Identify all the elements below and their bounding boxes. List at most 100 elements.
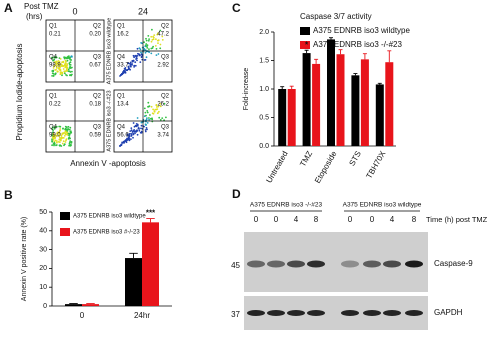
event-dot bbox=[128, 133, 131, 135]
event-dot bbox=[56, 62, 59, 64]
lane-label: 8 bbox=[412, 215, 417, 224]
event-dot bbox=[134, 132, 136, 135]
event-dot bbox=[63, 57, 66, 60]
quadrant-name: Q2 bbox=[161, 94, 170, 100]
event-dot bbox=[137, 52, 139, 55]
event-dot bbox=[154, 108, 157, 111]
event-dot bbox=[151, 47, 154, 49]
event-dot bbox=[158, 116, 161, 119]
event-dot bbox=[52, 74, 55, 77]
event-dot bbox=[132, 122, 135, 124]
event-dot bbox=[145, 127, 148, 129]
event-dot bbox=[62, 137, 65, 139]
event-dot bbox=[67, 138, 70, 140]
event-dot bbox=[152, 45, 155, 48]
legend-label: A375 EDNRB iso3 wildtype bbox=[313, 26, 410, 35]
event-dot bbox=[57, 141, 60, 143]
event-dot bbox=[146, 45, 148, 48]
event-dot bbox=[64, 62, 67, 65]
quadrant-value: 26.2 bbox=[157, 102, 169, 108]
event-dot bbox=[61, 142, 64, 145]
event-dot bbox=[69, 61, 72, 64]
event-dot bbox=[132, 54, 135, 57]
event-dot bbox=[146, 128, 148, 131]
protein-label: GAPDH bbox=[434, 308, 463, 317]
event-dot bbox=[143, 48, 146, 51]
event-dot bbox=[68, 132, 70, 135]
group-label: A375 EDNRB iso3 wildtype bbox=[343, 202, 422, 209]
event-dot bbox=[146, 122, 149, 124]
y-tick-label: 0.0 bbox=[259, 143, 269, 150]
event-dot bbox=[68, 142, 71, 145]
event-dot bbox=[132, 136, 134, 139]
event-dot bbox=[52, 130, 54, 132]
event-dot bbox=[51, 128, 54, 131]
quadrant-name: Q4 bbox=[117, 125, 126, 131]
quadrant-name: Q2 bbox=[93, 24, 102, 30]
legend-swatch bbox=[60, 212, 70, 220]
row-label: A375 EDNRB iso3 -/-#23 bbox=[106, 90, 112, 151]
event-dot bbox=[148, 117, 150, 119]
event-dot bbox=[52, 72, 55, 75]
event-dot bbox=[159, 105, 162, 108]
event-dot bbox=[144, 45, 147, 48]
event-dot bbox=[64, 72, 66, 75]
event-dot bbox=[146, 47, 149, 49]
event-dot bbox=[68, 57, 71, 60]
event-dot bbox=[155, 54, 158, 56]
bar bbox=[375, 84, 384, 146]
lane-label: 8 bbox=[314, 215, 319, 224]
event-dot bbox=[130, 129, 133, 132]
event-dot bbox=[65, 128, 68, 131]
event-dot bbox=[68, 55, 70, 58]
event-dot bbox=[147, 35, 150, 37]
event-dot bbox=[69, 71, 72, 73]
quadrant-name: Q4 bbox=[49, 55, 58, 61]
x-tick-label: 0 bbox=[80, 311, 85, 320]
event-dot bbox=[58, 60, 61, 63]
size-marker: 37 bbox=[231, 310, 240, 319]
bar bbox=[125, 258, 142, 306]
error-bar bbox=[329, 37, 333, 40]
event-dot bbox=[71, 66, 73, 69]
event-dot bbox=[134, 64, 137, 67]
event-dot bbox=[64, 70, 67, 73]
event-dot bbox=[141, 42, 143, 45]
blot-band bbox=[363, 310, 381, 316]
lane-label: 0 bbox=[274, 215, 279, 224]
blot-band bbox=[247, 260, 265, 268]
event-dot bbox=[150, 105, 153, 108]
event-dot bbox=[65, 138, 68, 141]
x-tick-label: STS bbox=[347, 150, 363, 168]
event-dot bbox=[68, 128, 71, 131]
event-dot bbox=[68, 67, 71, 69]
column-header: 24 bbox=[138, 6, 148, 16]
event-dot bbox=[70, 144, 72, 147]
y-tick-label: 1.0 bbox=[259, 86, 269, 93]
event-dot bbox=[151, 28, 153, 31]
event-dot bbox=[64, 66, 67, 69]
error-bar bbox=[289, 85, 294, 89]
quadrant-name: Q3 bbox=[161, 55, 170, 61]
blot-band bbox=[287, 310, 305, 316]
event-dot bbox=[152, 38, 155, 41]
event-dot bbox=[140, 55, 143, 58]
event-dot bbox=[129, 130, 132, 133]
event-dot bbox=[54, 125, 57, 128]
event-dot bbox=[124, 68, 127, 71]
event-dot bbox=[55, 144, 58, 146]
event-dot bbox=[61, 72, 64, 75]
event-dot bbox=[69, 126, 72, 129]
quadrant-value: 13.4 bbox=[117, 102, 129, 108]
blot-band bbox=[383, 310, 401, 316]
error-bar bbox=[377, 82, 382, 85]
event-dot bbox=[144, 59, 147, 61]
event-dot bbox=[59, 58, 62, 60]
event-dot bbox=[58, 62, 60, 65]
event-dot bbox=[56, 135, 59, 137]
event-dot bbox=[141, 53, 143, 56]
event-dot bbox=[144, 51, 147, 54]
event-dot bbox=[68, 134, 70, 137]
time-label: Time (h) post TMZ bbox=[426, 215, 488, 224]
event-dot bbox=[52, 132, 55, 135]
